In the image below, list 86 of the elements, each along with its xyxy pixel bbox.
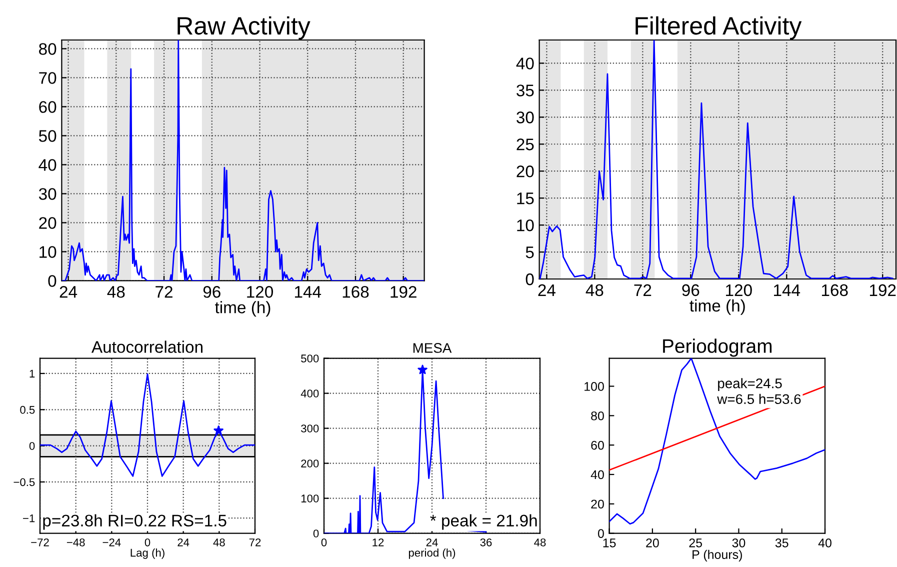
- x-tick-label: −48: [66, 538, 85, 546]
- x-tick-label: 0: [144, 538, 150, 546]
- x-tick-label: 24: [60, 286, 78, 298]
- line-series: [539, 40, 894, 279]
- line-series: [40, 374, 255, 477]
- x-axis-title: time (h): [215, 301, 270, 317]
- chart-title: Autocorrelation: [91, 340, 202, 353]
- x-tick-label: 96: [682, 284, 700, 296]
- y-tick-label: 5: [526, 246, 534, 258]
- y-tick-label: 30: [38, 188, 56, 200]
- y-tick-label: 100: [584, 382, 604, 391]
- x-tick-label: 72: [634, 284, 652, 296]
- x-tick-label: 35: [775, 538, 788, 548]
- annotation: * peak = 21.9h: [430, 514, 537, 530]
- x-tick-label: 72: [249, 538, 261, 546]
- chart-title: Periodogram: [663, 338, 772, 357]
- y-tick-label: 1: [30, 370, 35, 378]
- x-axis-title: time (h): [690, 299, 745, 315]
- y-tick-label: 40: [590, 470, 604, 480]
- x-tick-label: 96: [203, 286, 220, 298]
- x-tick-label: 72: [156, 286, 172, 298]
- y-tick-label: 15: [517, 192, 534, 204]
- x-tick-label: 168: [342, 286, 369, 298]
- x-tick-label: 0: [321, 538, 327, 546]
- annotation: w=6.5 h=53.6: [717, 394, 801, 404]
- x-tick-label: 48: [534, 538, 546, 546]
- y-tick-label: −1: [23, 514, 35, 522]
- x-axis-title: period (h): [408, 548, 456, 559]
- x-tick-label: 30: [732, 538, 746, 548]
- y-tick-label: 50: [38, 130, 56, 142]
- y-tick-label: 0: [48, 275, 56, 287]
- y-tick-label: 80: [39, 43, 56, 55]
- x-tick-label: 48: [107, 286, 125, 298]
- x-tick-label: 36: [480, 538, 492, 546]
- y-tick-label: 0.5: [20, 406, 35, 414]
- y-tick-label: 40: [516, 58, 534, 70]
- x-tick-label: 15: [603, 538, 616, 548]
- y-tick-label: 300: [301, 424, 319, 432]
- x-tick-label: 24: [178, 538, 190, 546]
- y-tick-label: 25: [516, 138, 534, 150]
- x-tick-label: 24: [538, 284, 556, 296]
- y-tick-label: 400: [300, 390, 319, 398]
- x-tick-label: 120: [247, 286, 274, 298]
- x-tick-label: 12: [372, 538, 384, 546]
- y-tick-label: 10: [40, 246, 56, 258]
- x-tick-label: 192: [870, 284, 896, 296]
- y-tick-label: 200: [301, 460, 319, 468]
- annotation: peak=24.5: [718, 378, 782, 392]
- y-tick-label: 100: [301, 494, 319, 502]
- x-tick-label: −24: [102, 538, 121, 546]
- x-tick-label: 40: [818, 538, 832, 548]
- y-tick-label: 20: [591, 500, 604, 509]
- x-tick-label: 144: [294, 286, 322, 298]
- y-tick-label: 0: [313, 530, 319, 538]
- x-tick-label: 144: [774, 284, 800, 296]
- x-tick-label: 24: [426, 538, 438, 546]
- chart-title: Raw Activity: [178, 16, 310, 40]
- x-tick-label: 25: [689, 538, 702, 548]
- x-tick-label: 20: [646, 538, 659, 548]
- chart-title: Filtered Activity: [636, 16, 802, 40]
- y-tick-label: 60: [591, 440, 604, 450]
- x-tick-label: 48: [586, 284, 604, 296]
- y-tick-label: 70: [39, 72, 56, 84]
- x-tick-label: 192: [390, 286, 416, 298]
- line-series: [62, 40, 424, 281]
- x-tick-label: 48: [213, 538, 225, 546]
- x-tick-label: −72: [31, 538, 49, 546]
- y-tick-label: 500: [301, 354, 319, 362]
- y-tick-label: 0: [598, 529, 604, 538]
- y-tick-label: 80: [591, 411, 604, 420]
- x-tick-label: 120: [726, 284, 752, 296]
- y-tick-label: 20: [516, 166, 534, 178]
- y-tick-label: −0.5: [14, 478, 35, 486]
- y-tick-label: 10: [517, 219, 534, 232]
- y-tick-label: 60: [39, 101, 56, 113]
- y-tick-label: 35: [516, 84, 534, 96]
- x-axis-title: P (hours): [692, 550, 742, 562]
- y-tick-label: 0: [29, 442, 35, 450]
- x-tick-label: 168: [822, 284, 848, 296]
- x-axis-title: Lag (h): [130, 548, 164, 559]
- y-tick-label: 30: [516, 112, 534, 124]
- annotation: p=23.8h RI=0.22 RS=1.5: [43, 514, 226, 530]
- y-tick-label: 0: [526, 273, 534, 286]
- y-tick-label: 40: [38, 159, 56, 171]
- chart-title: MESA: [413, 343, 452, 353]
- y-tick-label: 20: [39, 217, 56, 229]
